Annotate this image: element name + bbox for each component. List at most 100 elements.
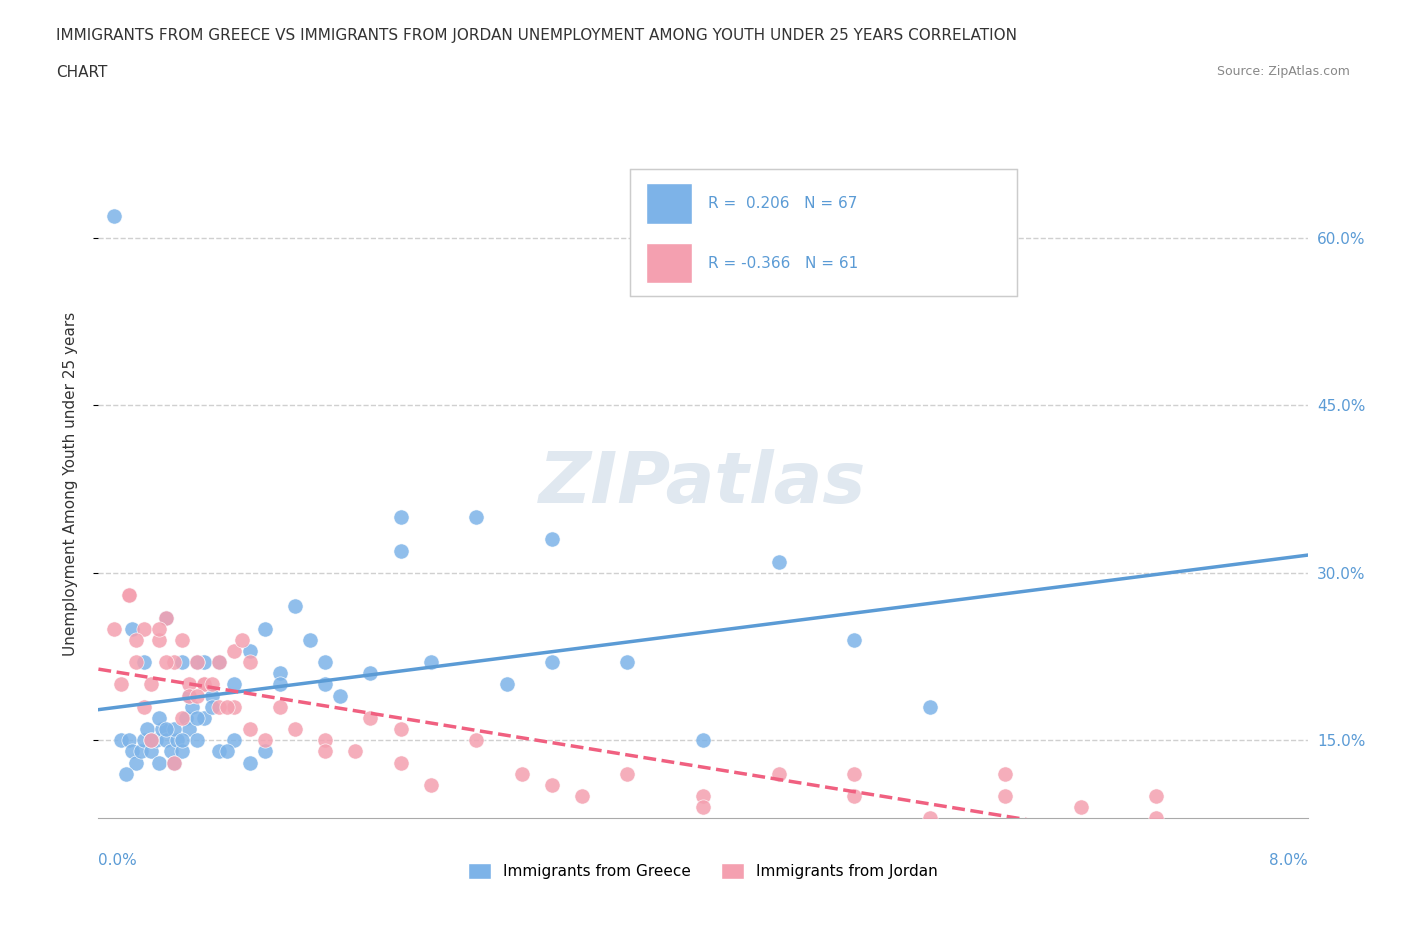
Point [420, 655, 443, 670]
Point [692, 733, 714, 748]
Point [155, 610, 177, 625]
Point [269, 677, 291, 692]
Point [420, 777, 443, 792]
Point [253, 744, 276, 759]
Point [132, 655, 155, 670]
Point [239, 644, 262, 658]
Point [186, 655, 208, 670]
Point [110, 733, 132, 748]
Point [239, 755, 262, 770]
Point [284, 722, 307, 737]
Text: CHART: CHART [56, 65, 108, 80]
Point [918, 699, 941, 714]
Point [141, 744, 163, 759]
Point [135, 722, 157, 737]
Point [224, 699, 246, 714]
Text: Source: ZipAtlas.com: Source: ZipAtlas.com [1216, 65, 1350, 78]
Point [129, 744, 152, 759]
Point [201, 688, 224, 703]
Point [465, 733, 488, 748]
Point [170, 744, 193, 759]
Point [186, 711, 208, 725]
Point [616, 655, 638, 670]
Point [253, 621, 276, 636]
Point [215, 699, 238, 714]
Point [844, 632, 866, 647]
Point [193, 677, 215, 692]
Point [193, 711, 215, 725]
Point [163, 755, 186, 770]
Point [160, 744, 183, 759]
Point [994, 766, 1017, 781]
Point [616, 766, 638, 781]
Point [844, 766, 866, 781]
Point [284, 599, 307, 614]
Point [145, 733, 167, 748]
Point [510, 766, 533, 781]
Point [768, 554, 790, 569]
Point [121, 744, 143, 759]
Point [389, 722, 412, 737]
Point [541, 655, 564, 670]
Point [571, 789, 593, 804]
Point [148, 755, 170, 770]
Point [314, 655, 336, 670]
Point [155, 733, 177, 748]
Point [163, 655, 186, 670]
Point [208, 655, 231, 670]
Point [495, 677, 517, 692]
Point [132, 699, 155, 714]
Point [201, 699, 224, 714]
Point [132, 733, 155, 748]
Point [150, 722, 173, 737]
Point [148, 711, 170, 725]
Point [170, 655, 193, 670]
Point [155, 655, 177, 670]
Point [193, 677, 215, 692]
Point [118, 588, 141, 603]
Y-axis label: Unemployment Among Youth under 25 years: Unemployment Among Youth under 25 years [63, 312, 77, 656]
Point [163, 722, 186, 737]
Point [132, 621, 155, 636]
Point [179, 722, 201, 737]
Point [314, 733, 336, 748]
Point [329, 688, 352, 703]
Point [360, 711, 382, 725]
Point [208, 744, 231, 759]
Point [314, 677, 336, 692]
Legend: Immigrants from Greece, Immigrants from Jordan: Immigrants from Greece, Immigrants from … [461, 857, 945, 885]
Point [541, 777, 564, 792]
Point [141, 733, 163, 748]
Point [344, 744, 367, 759]
Point [269, 666, 291, 681]
Point [155, 610, 177, 625]
Point [141, 733, 163, 748]
Point [994, 789, 1017, 804]
Point [224, 733, 246, 748]
Point [224, 644, 246, 658]
Point [208, 655, 231, 670]
Point [186, 655, 208, 670]
Point [1070, 800, 1092, 815]
Point [1146, 811, 1168, 826]
Point [692, 800, 714, 815]
Point [118, 733, 141, 748]
Point [103, 208, 125, 223]
Point [253, 733, 276, 748]
Point [314, 744, 336, 759]
Point [125, 755, 148, 770]
Point [155, 722, 177, 737]
Point [1146, 789, 1168, 804]
Text: 0.0%: 0.0% [98, 853, 138, 868]
Point [170, 711, 193, 725]
Point [360, 666, 382, 681]
Point [224, 677, 246, 692]
Point [389, 755, 412, 770]
Point [768, 766, 790, 781]
Point [141, 677, 163, 692]
Point [181, 699, 204, 714]
Point [110, 677, 132, 692]
Point [179, 677, 201, 692]
Point [170, 733, 193, 748]
Point [148, 632, 170, 647]
